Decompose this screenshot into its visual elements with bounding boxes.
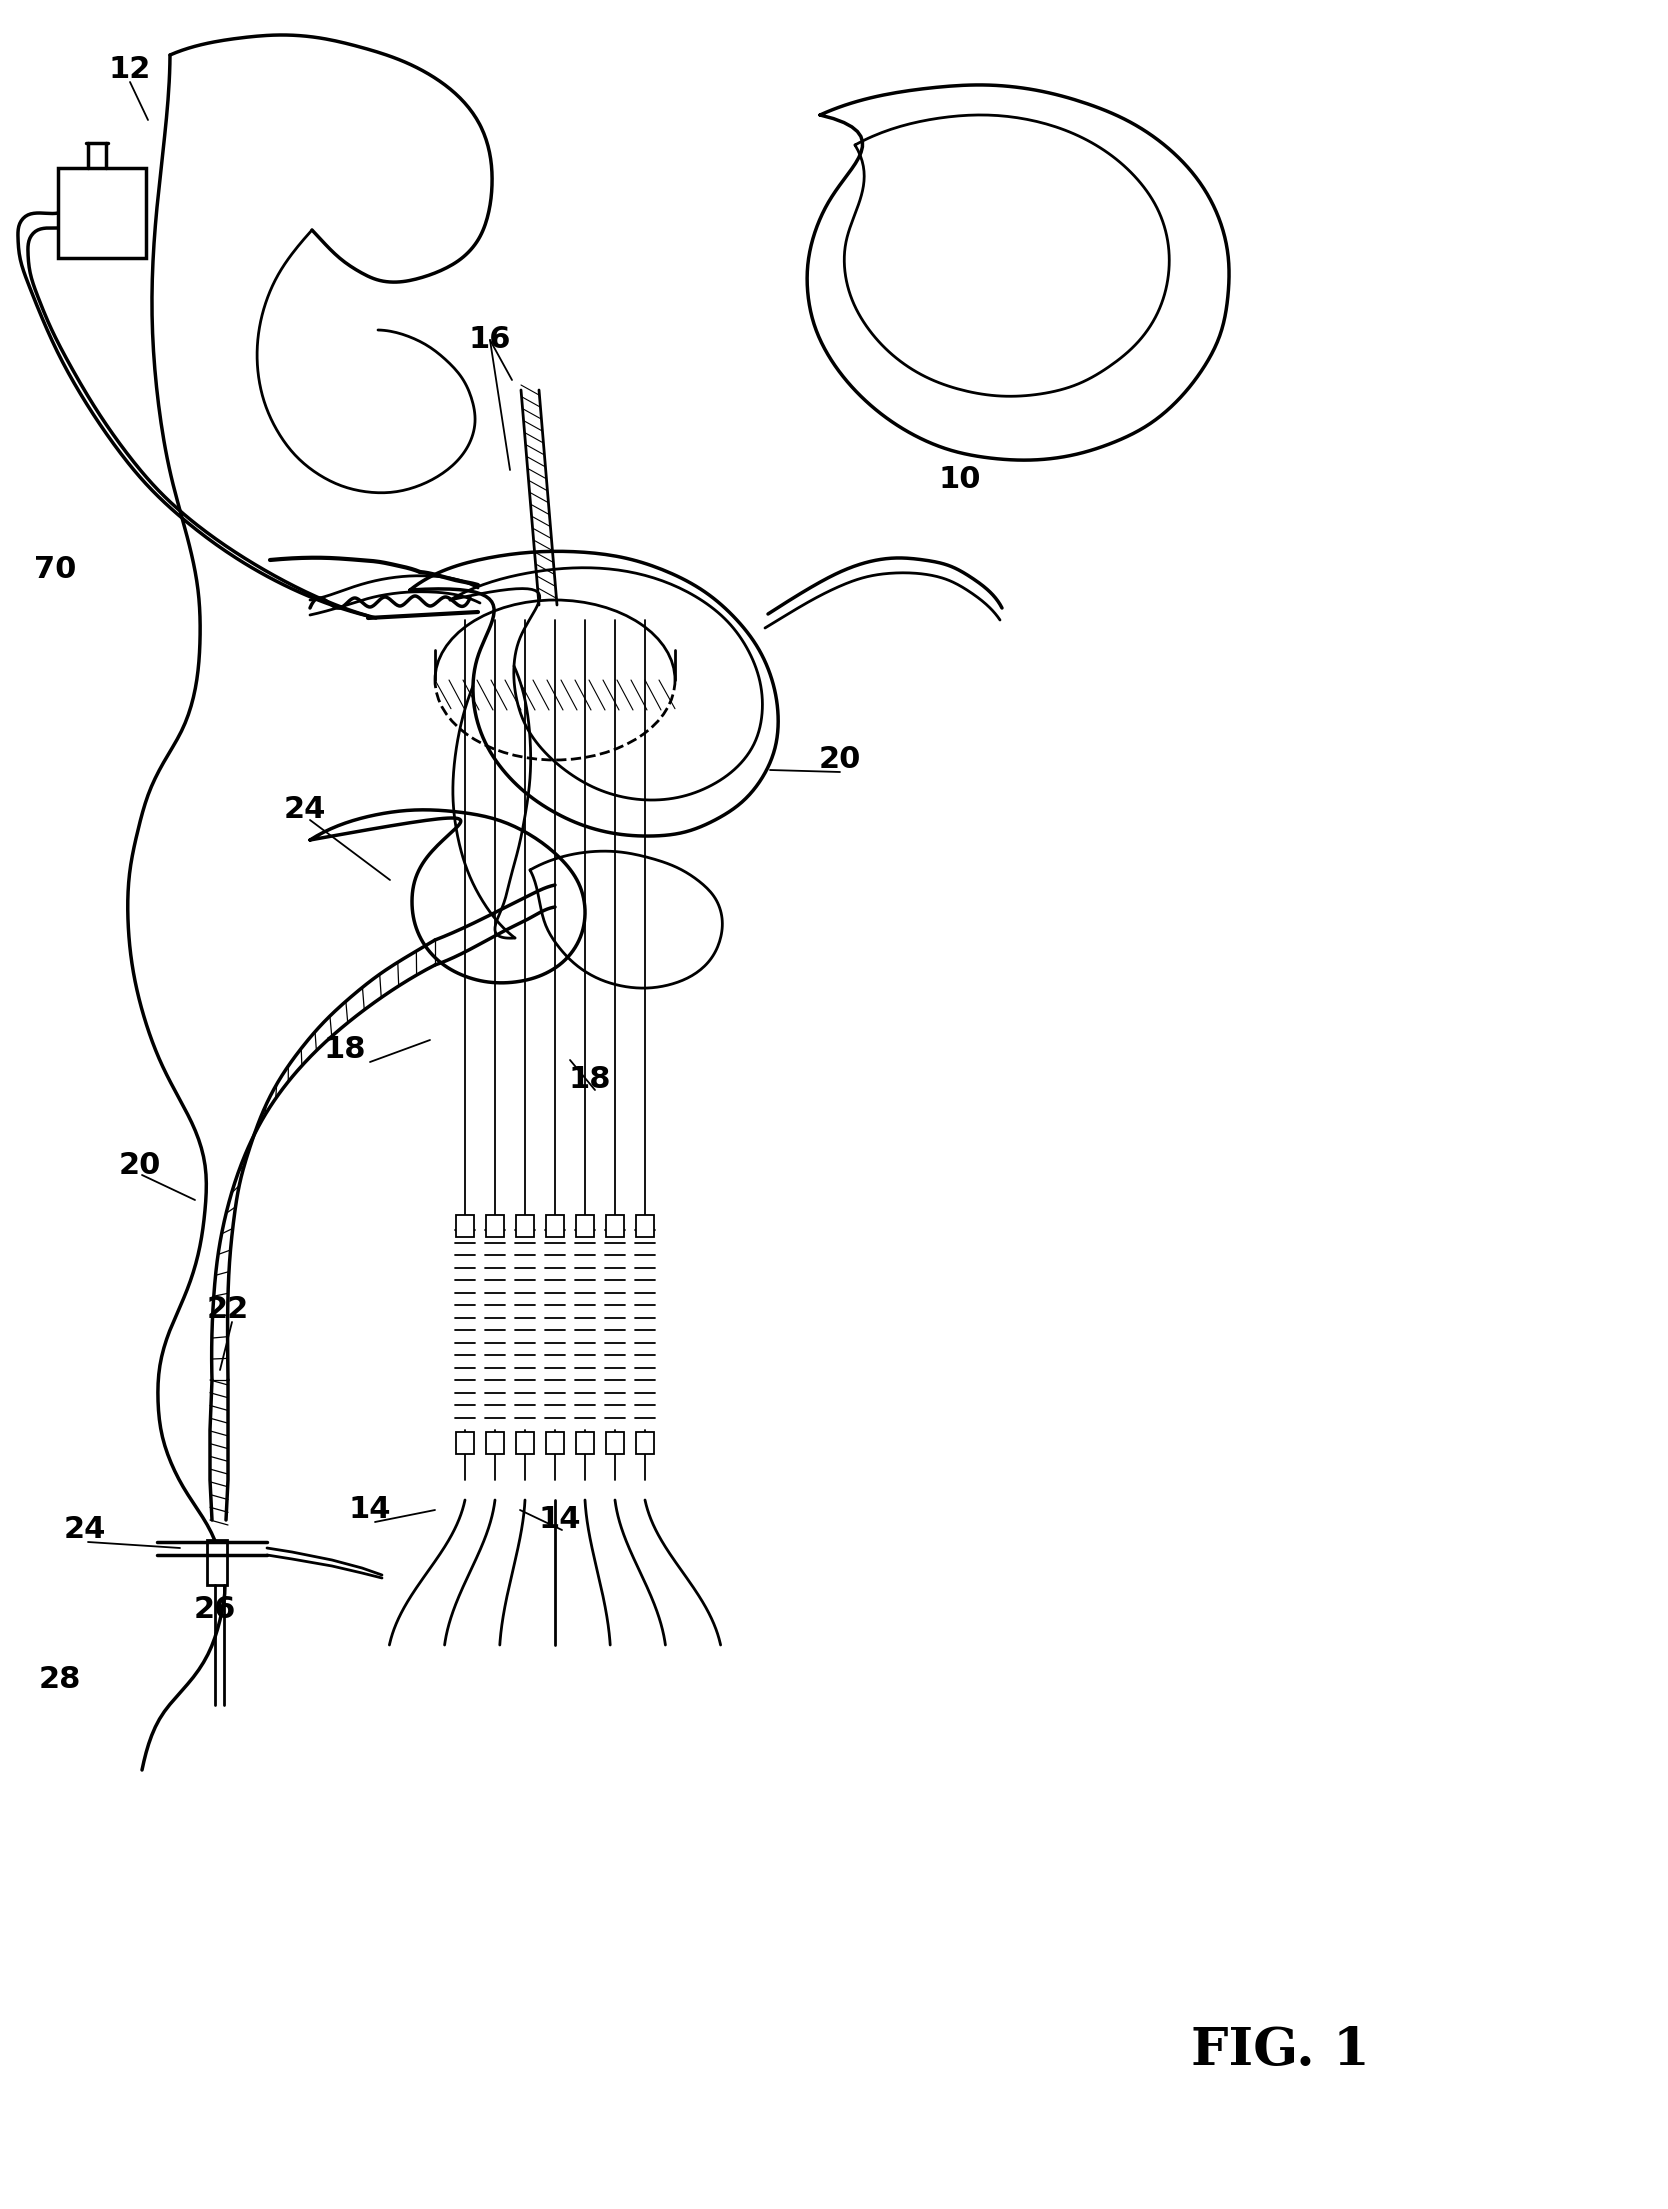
Text: 26: 26 bbox=[193, 1595, 237, 1624]
Bar bbox=[515, 1215, 534, 1237]
Bar bbox=[545, 1215, 564, 1237]
Bar bbox=[575, 1215, 594, 1237]
Text: FIG. 1: FIG. 1 bbox=[1191, 2023, 1369, 2076]
Bar bbox=[455, 1215, 474, 1237]
Bar bbox=[515, 1431, 534, 1454]
Text: 18: 18 bbox=[569, 1065, 610, 1093]
Bar bbox=[605, 1431, 624, 1454]
Text: 16: 16 bbox=[469, 325, 512, 353]
Text: 20: 20 bbox=[819, 744, 861, 775]
Text: 18: 18 bbox=[324, 1036, 367, 1065]
Bar bbox=[636, 1431, 654, 1454]
Bar bbox=[545, 1431, 564, 1454]
Bar bbox=[636, 1215, 654, 1237]
Text: 20: 20 bbox=[118, 1151, 162, 1180]
Bar bbox=[575, 1431, 594, 1454]
Text: 70: 70 bbox=[33, 554, 77, 585]
Text: 14: 14 bbox=[349, 1495, 392, 1524]
Text: 24: 24 bbox=[63, 1515, 107, 1544]
Text: 24: 24 bbox=[284, 795, 327, 824]
Text: 22: 22 bbox=[207, 1294, 249, 1325]
Bar bbox=[485, 1431, 504, 1454]
Bar bbox=[207, 1540, 227, 1586]
Text: 10: 10 bbox=[939, 466, 981, 495]
Bar bbox=[485, 1215, 504, 1237]
Text: 14: 14 bbox=[539, 1507, 580, 1535]
Text: 12: 12 bbox=[108, 55, 152, 84]
Bar bbox=[605, 1215, 624, 1237]
Bar bbox=[455, 1431, 474, 1454]
Text: 28: 28 bbox=[38, 1666, 82, 1694]
Bar bbox=[58, 168, 147, 258]
